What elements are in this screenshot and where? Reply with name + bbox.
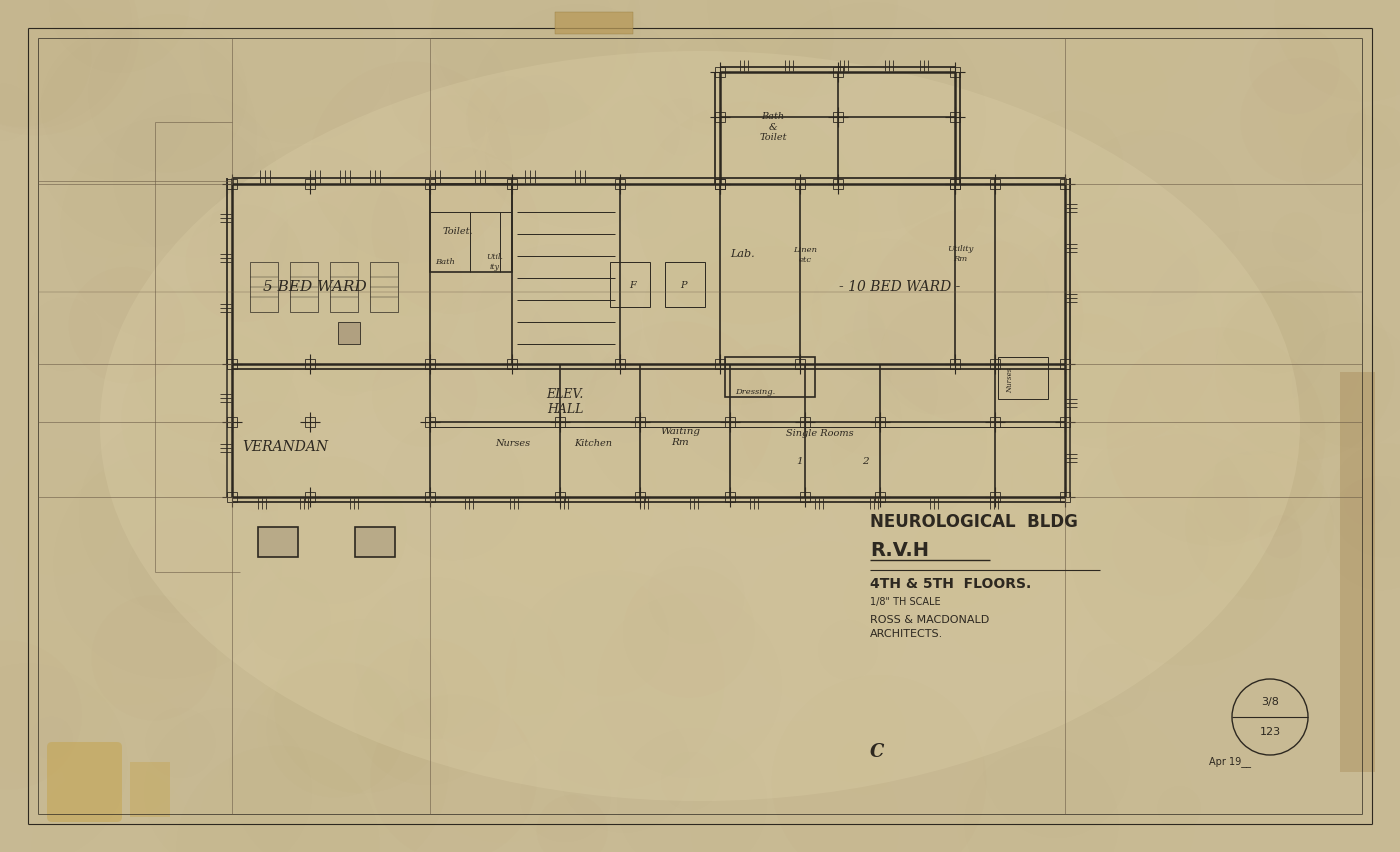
Text: Kitchen: Kitchen — [574, 440, 612, 448]
Bar — [951, 67, 960, 77]
Bar — [290, 262, 318, 312]
Bar — [227, 492, 237, 502]
Bar — [337, 322, 360, 344]
Text: Bath: Bath — [435, 258, 455, 266]
Bar — [258, 527, 298, 557]
Text: 1: 1 — [797, 458, 804, 467]
Bar — [305, 179, 315, 189]
Bar — [507, 179, 517, 189]
Bar — [715, 112, 725, 122]
Bar — [833, 112, 843, 122]
Text: ARCHITECTS.: ARCHITECTS. — [869, 629, 944, 639]
Text: 1/8" TH SCALE: 1/8" TH SCALE — [869, 597, 941, 607]
Text: NEUROLOGICAL  BLDG: NEUROLOGICAL BLDG — [869, 513, 1078, 531]
Bar — [990, 492, 1000, 502]
Bar — [951, 179, 960, 189]
Bar — [554, 492, 566, 502]
Text: 5 BED WARD: 5 BED WARD — [263, 280, 367, 294]
Bar — [251, 262, 279, 312]
Text: ROSS & MACDONALD: ROSS & MACDONALD — [869, 615, 990, 625]
Bar — [725, 492, 735, 502]
Bar — [715, 67, 725, 77]
Bar — [1060, 179, 1070, 189]
Bar — [426, 359, 435, 369]
Bar — [554, 12, 633, 34]
Text: F: F — [630, 280, 637, 290]
Text: 4TH & 5TH  FLOORS.: 4TH & 5TH FLOORS. — [869, 577, 1032, 591]
Bar — [430, 184, 512, 272]
Text: Linen
etc: Linen etc — [792, 246, 818, 263]
Bar — [636, 417, 645, 427]
Bar — [227, 417, 237, 427]
Bar — [795, 359, 805, 369]
Text: ELEV.
HALL: ELEV. HALL — [546, 388, 584, 416]
Bar — [715, 179, 725, 189]
Text: Bath
&
Toilet: Bath & Toilet — [759, 112, 787, 142]
Bar — [426, 179, 435, 189]
Bar — [554, 417, 566, 427]
Text: Nurses: Nurses — [496, 440, 531, 448]
Text: 2: 2 — [861, 458, 868, 467]
Text: P: P — [680, 280, 686, 290]
Bar — [1060, 359, 1070, 369]
Bar — [795, 179, 805, 189]
Text: Util.
ity: Util. ity — [487, 253, 504, 271]
Text: Dressing.: Dressing. — [735, 388, 776, 396]
Text: Lab.: Lab. — [729, 249, 755, 259]
Text: 3/8: 3/8 — [1261, 697, 1280, 707]
Bar — [951, 359, 960, 369]
Text: Utility
Rm: Utility Rm — [946, 245, 973, 262]
Bar — [227, 359, 237, 369]
Bar — [426, 492, 435, 502]
Text: C: C — [869, 743, 885, 761]
Bar — [1060, 492, 1070, 502]
Bar — [1340, 372, 1375, 772]
Bar — [507, 359, 517, 369]
Text: VERANDAN: VERANDAN — [242, 440, 328, 454]
Bar — [799, 417, 811, 427]
Bar — [833, 67, 843, 77]
Bar — [875, 417, 885, 427]
Bar — [725, 357, 815, 397]
Bar — [665, 262, 706, 307]
Bar — [305, 417, 315, 427]
Text: Waiting
Rm: Waiting Rm — [659, 428, 700, 446]
Bar — [990, 359, 1000, 369]
Text: Single Rooms: Single Rooms — [787, 429, 854, 439]
FancyBboxPatch shape — [48, 742, 122, 822]
Bar — [305, 492, 315, 502]
Bar — [833, 179, 843, 189]
Bar — [227, 179, 237, 189]
Bar — [610, 262, 650, 307]
Bar — [330, 262, 358, 312]
Bar — [951, 179, 960, 189]
Bar — [615, 359, 624, 369]
Text: Nurses: Nurses — [1007, 367, 1014, 393]
Bar — [998, 357, 1049, 399]
Bar — [426, 417, 435, 427]
Text: 123: 123 — [1260, 727, 1281, 737]
Text: Apr 19__: Apr 19__ — [1210, 757, 1252, 768]
Bar — [990, 417, 1000, 427]
Bar — [951, 112, 960, 122]
Ellipse shape — [99, 51, 1301, 801]
Bar — [615, 179, 624, 189]
Bar — [305, 359, 315, 369]
Bar — [370, 262, 398, 312]
Bar — [715, 179, 725, 189]
Text: Toilet.: Toilet. — [442, 227, 473, 237]
Bar — [875, 492, 885, 502]
Bar — [636, 492, 645, 502]
Bar — [130, 762, 169, 817]
Text: - 10 BED WARD -: - 10 BED WARD - — [840, 280, 960, 294]
Bar — [725, 417, 735, 427]
Bar — [356, 527, 395, 557]
Bar — [715, 359, 725, 369]
Bar — [990, 179, 1000, 189]
Text: R.V.H: R.V.H — [869, 540, 930, 560]
Bar — [799, 492, 811, 502]
Bar — [1060, 417, 1070, 427]
